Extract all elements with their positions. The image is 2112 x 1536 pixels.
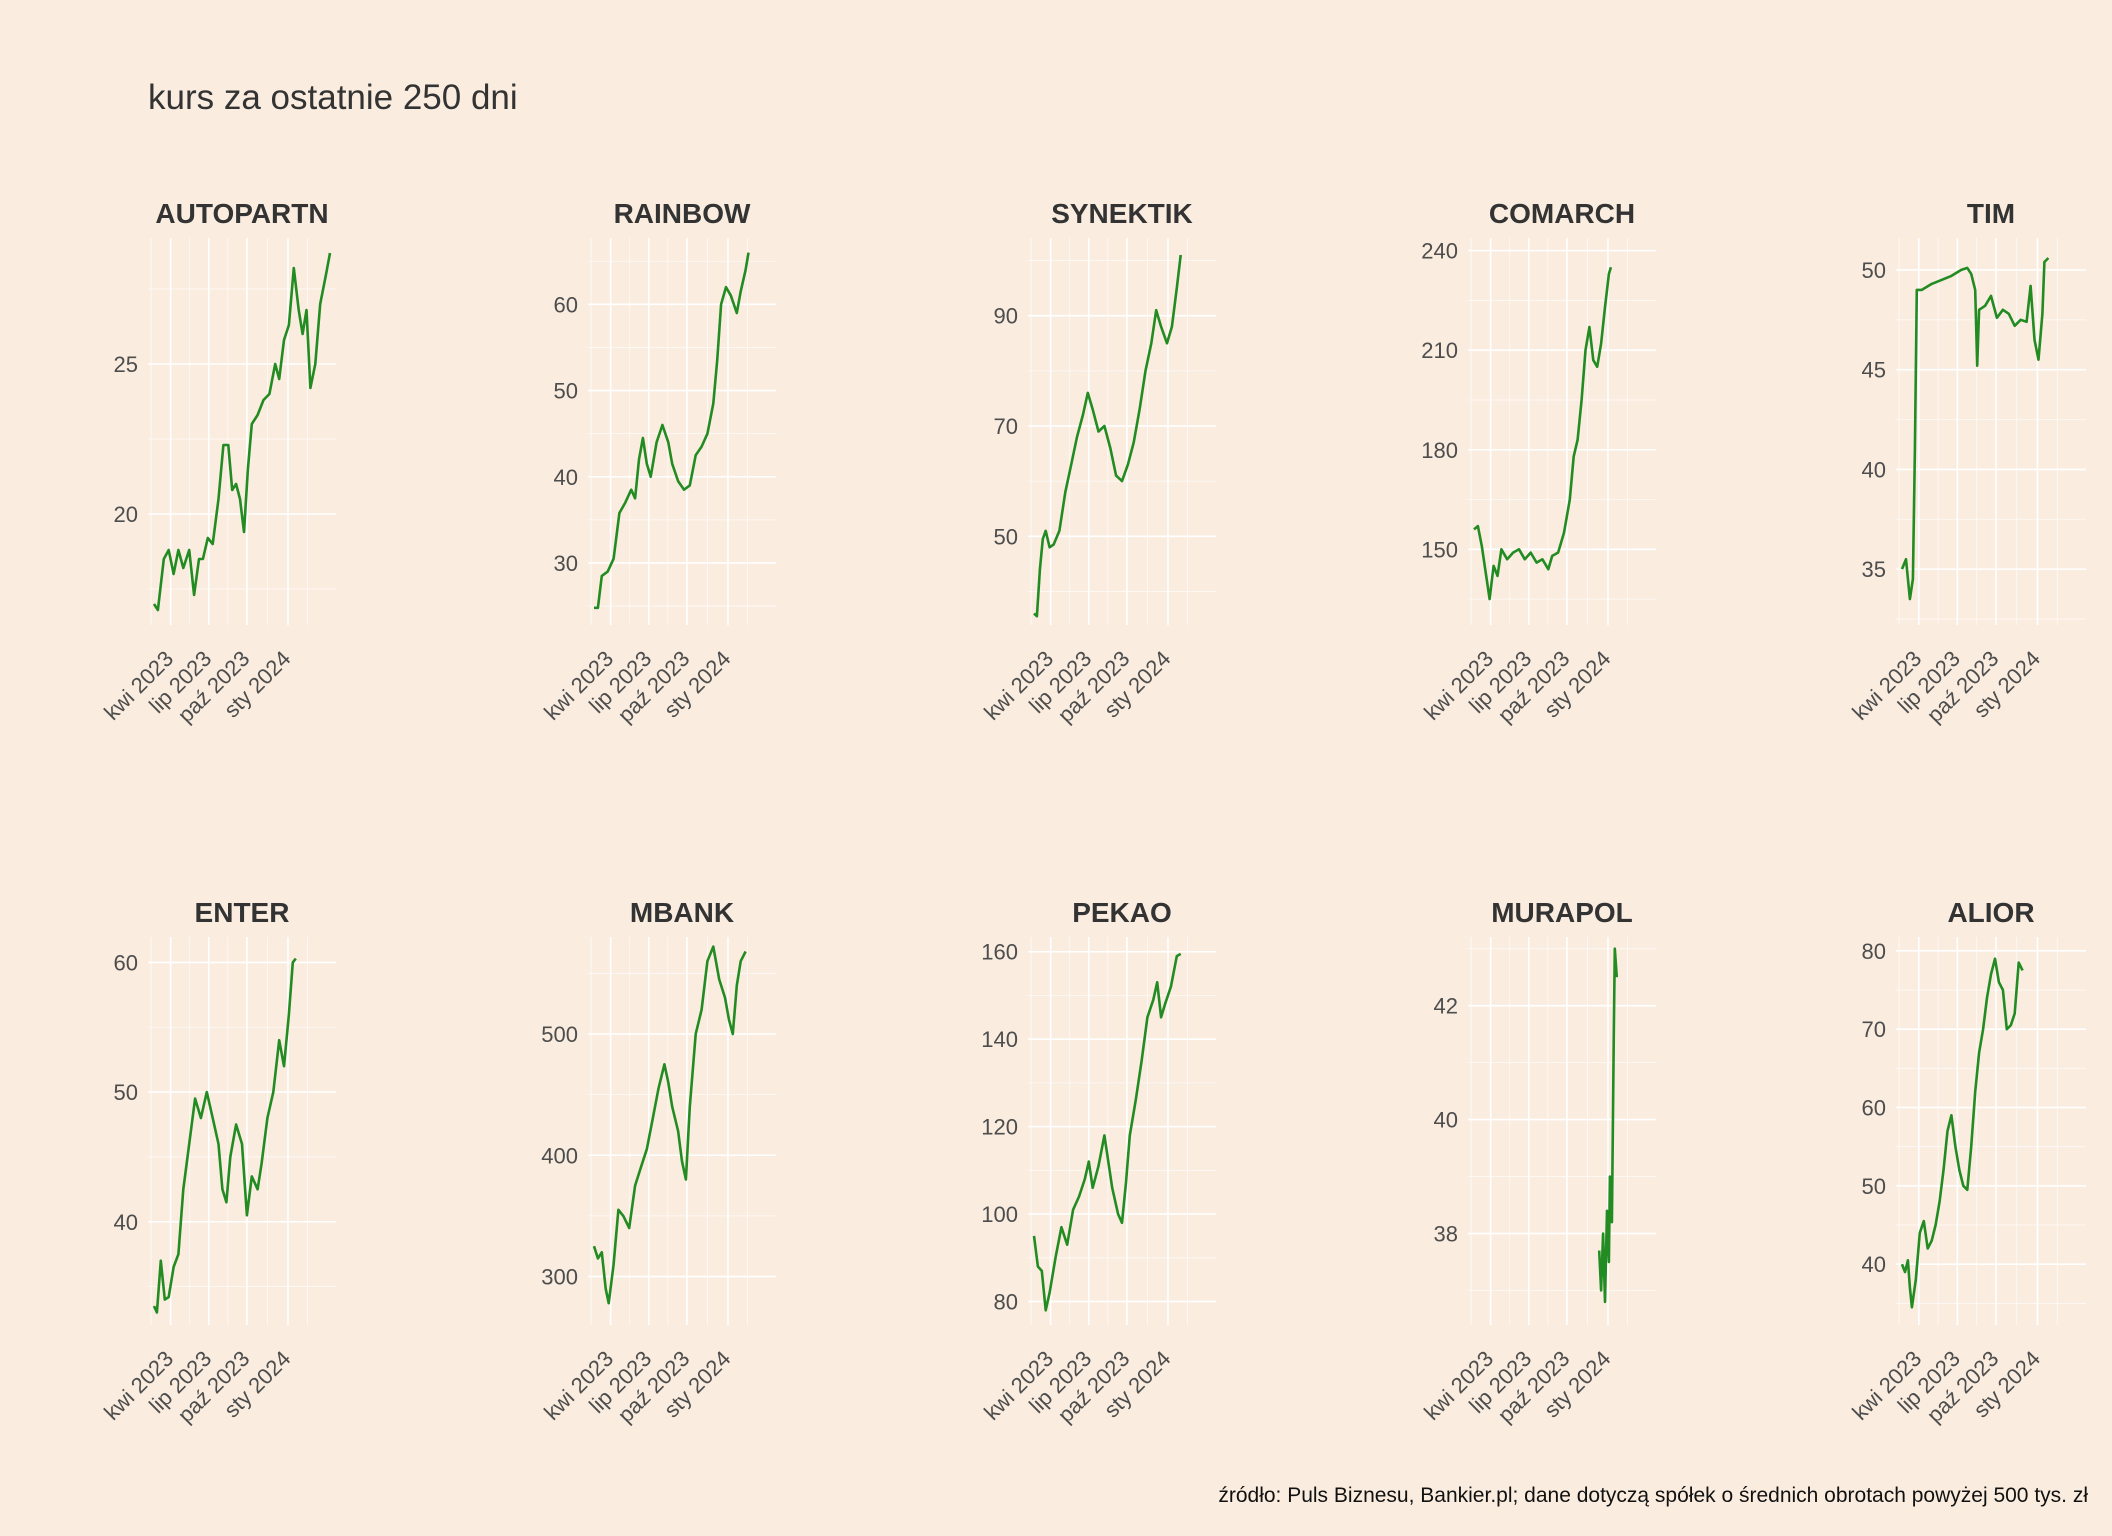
panel-title: AUTOPARTN	[155, 198, 328, 229]
y-tick-label: 70	[994, 414, 1018, 439]
price-line	[1597, 947, 1619, 1304]
y-tick-label: 80	[994, 1290, 1018, 1315]
y-tick-label: 40	[554, 465, 578, 490]
price-line	[1900, 257, 2050, 601]
y-tick-label: 35	[1862, 557, 1886, 582]
y-tick-label: 40	[1434, 1108, 1458, 1133]
y-tick-label: 20	[114, 502, 138, 527]
figure-title: kurs za ostatnie 250 dni	[148, 78, 518, 117]
y-tick-label: 38	[1434, 1222, 1458, 1247]
price-line	[594, 252, 750, 610]
y-tick-label: 50	[554, 379, 578, 404]
price-line	[1032, 952, 1182, 1312]
price-line	[1473, 266, 1613, 601]
y-tick-label: 300	[541, 1265, 578, 1290]
price-line	[1033, 254, 1182, 618]
panel-title: ENTER	[195, 897, 290, 928]
y-tick-label: 210	[1421, 338, 1458, 363]
source-caption: źródło: Puls Biznesu, Bankier.pl; dane d…	[1218, 1484, 2088, 1507]
y-tick-label: 60	[114, 950, 138, 975]
panel-title: MURAPOL	[1491, 897, 1633, 928]
y-tick-label: 240	[1421, 239, 1458, 264]
y-tick-label: 180	[1421, 438, 1458, 463]
price-line	[152, 957, 297, 1314]
y-tick-label: 160	[981, 940, 1018, 965]
y-tick-label: 140	[981, 1027, 1018, 1052]
panel-title: COMARCH	[1489, 198, 1635, 229]
panel-title: MBANK	[630, 897, 734, 928]
panel-title: SYNEKTIK	[1051, 198, 1193, 229]
price-line	[592, 945, 747, 1305]
y-tick-label: 400	[541, 1143, 578, 1168]
y-tick-label: 45	[1862, 358, 1886, 383]
y-tick-label: 50	[1862, 1174, 1886, 1199]
y-tick-label: 60	[1862, 1096, 1886, 1121]
y-tick-label: 90	[994, 304, 1018, 329]
panel-title: RAINBOW	[614, 198, 751, 229]
y-tick-label: 50	[114, 1080, 138, 1105]
y-tick-label: 80	[1862, 939, 1886, 964]
y-tick-label: 50	[1862, 258, 1886, 283]
y-tick-label: 100	[981, 1202, 1018, 1227]
price-line	[1900, 957, 2024, 1309]
y-tick-label: 150	[1421, 537, 1458, 562]
y-tick-label: 70	[1862, 1017, 1886, 1042]
y-tick-label: 500	[541, 1022, 578, 1047]
panel-title: PEKAO	[1072, 897, 1172, 928]
y-tick-label: 60	[554, 292, 578, 317]
y-tick-label: 40	[1862, 457, 1886, 482]
y-tick-label: 40	[114, 1210, 138, 1235]
y-tick-label: 30	[554, 551, 578, 576]
y-tick-label: 40	[1862, 1252, 1886, 1277]
panel-title: ALIOR	[1947, 897, 2034, 928]
y-tick-label: 42	[1434, 994, 1458, 1019]
y-tick-label: 25	[114, 352, 138, 377]
y-tick-label: 50	[994, 524, 1018, 549]
price-line	[152, 252, 332, 612]
panel-title: TIM	[1967, 198, 2015, 229]
y-tick-label: 120	[981, 1115, 1018, 1140]
